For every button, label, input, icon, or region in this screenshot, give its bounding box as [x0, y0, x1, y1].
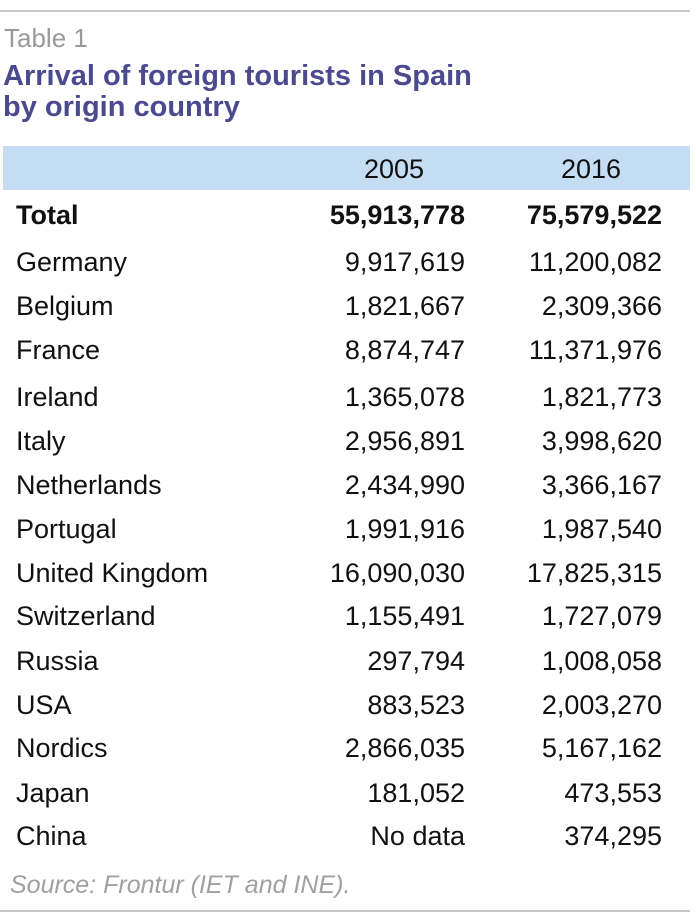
country-cell: Belgium — [16, 291, 114, 321]
value-2005-cell: 2,434,990 — [344, 470, 465, 500]
value-2016-cell: 11,371,976 — [528, 335, 662, 365]
country-cell: Netherlands — [16, 470, 162, 500]
value-2005-cell: 181,052 — [367, 778, 465, 808]
value-2005-cell: 297,794 — [367, 646, 465, 676]
country-cell: Germany — [16, 247, 128, 277]
table-title-line-1: Arrival of foreign tourists in Spain — [3, 60, 472, 92]
value-2016-cell: 1,987,540 — [541, 514, 662, 544]
value-2005-cell: 1,821,667 — [344, 291, 465, 321]
value-2005-cell: 9,917,619 — [344, 247, 465, 277]
value-2005-cell: 1,365,078 — [344, 382, 465, 412]
country-cell: Total — [16, 200, 79, 230]
value-2016-cell: 3,366,167 — [541, 470, 662, 500]
value-2016-cell: 1,008,058 — [541, 646, 662, 676]
table-title-line-2: by origin country — [3, 91, 240, 123]
value-2016-cell: 2,309,366 — [541, 291, 662, 321]
value-2016-cell: 374,295 — [564, 821, 662, 851]
value-2016-cell: 2,003,270 — [541, 690, 662, 720]
value-2005-cell: 8,874,747 — [344, 335, 465, 365]
value-2016-cell: 473,553 — [564, 778, 662, 808]
country-cell: Italy — [16, 426, 66, 456]
column-header-2016: 2016 — [560, 154, 622, 184]
table-title: Arrival of foreign tourists in Spain by … — [3, 61, 663, 123]
table-label: Table 1 — [4, 23, 88, 53]
country-cell: Portugal — [16, 514, 117, 544]
value-2016-cell: 1,727,079 — [541, 601, 662, 631]
value-2016-cell: 75,579,522 — [526, 200, 662, 230]
country-cell: China — [16, 821, 87, 851]
value-2005-cell: 883,523 — [367, 690, 465, 720]
country-cell: Ireland — [16, 382, 99, 412]
country-cell: USA — [16, 690, 72, 720]
top-rule — [0, 10, 690, 12]
value-2005-cell: 1,155,491 — [344, 601, 465, 631]
country-cell: Nordics — [16, 733, 108, 763]
value-2016-cell: 17,825,315 — [526, 558, 662, 588]
value-2005-cell: 16,090,030 — [329, 558, 465, 588]
table-header-band — [3, 146, 690, 190]
value-2005-cell: 2,956,891 — [344, 426, 465, 456]
value-2016-cell: 1,821,773 — [541, 382, 662, 412]
value-2016-cell: 3,998,620 — [541, 426, 662, 456]
bottom-rule — [0, 910, 690, 912]
value-2005-cell: 55,913,778 — [329, 200, 465, 230]
country-cell: France — [16, 335, 101, 365]
country-cell: Russia — [16, 646, 99, 676]
value-2005-cell: No data — [370, 821, 465, 851]
value-2005-cell: 1,991,916 — [344, 514, 465, 544]
country-cell: Japan — [16, 778, 90, 808]
column-header-2005: 2005 — [363, 154, 425, 184]
country-cell: Switzerland — [16, 601, 156, 631]
country-cell: United Kingdom — [16, 558, 209, 588]
value-2016-cell: 5,167,162 — [541, 733, 662, 763]
value-2005-cell: 2,866,035 — [344, 733, 465, 763]
table-source-note: Source: Frontur (IET and INE). — [10, 871, 351, 899]
value-2016-cell: 11,200,082 — [528, 247, 662, 277]
